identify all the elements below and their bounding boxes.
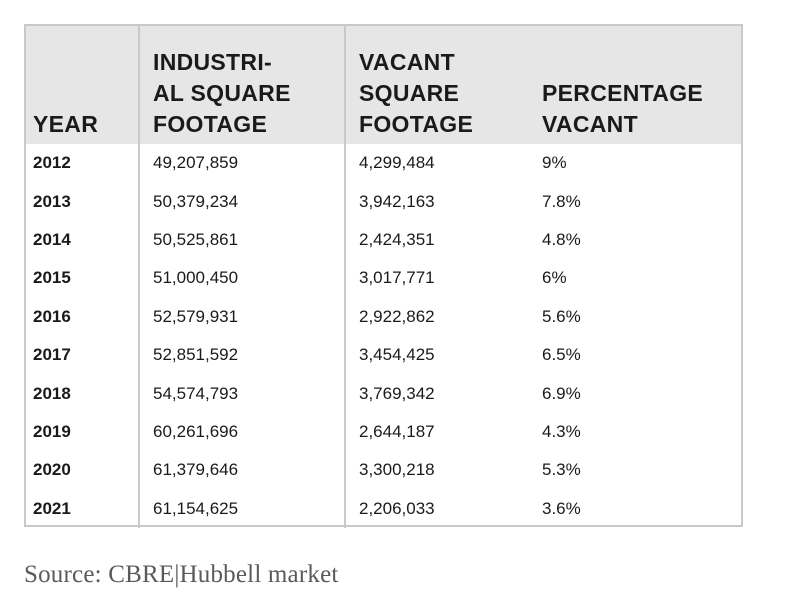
header-vacant-square-footage: VACANT SQUARE FOOTAGE [344, 26, 528, 144]
header-row: YEAR INDUSTRI- AL SQUARE FOOTAGE VACANT … [26, 26, 741, 144]
table-row: 2018 54,574,793 3,769,342 6.9% [26, 374, 741, 413]
data-table-container: YEAR INDUSTRI- AL SQUARE FOOTAGE VACANT … [24, 24, 743, 528]
cell-industrial: 51,000,450 [138, 259, 345, 298]
cell-vacant: 2,424,351 [344, 220, 528, 260]
cell-year: 2013 [33, 191, 71, 211]
cell-year: 2015 [33, 268, 71, 288]
table-header: YEAR INDUSTRI- AL SQUARE FOOTAGE VACANT … [26, 26, 741, 144]
cell-percentage: 5.3% [542, 460, 581, 480]
cell-vacant: 2,922,862 [344, 297, 528, 336]
cell-year: 2014 [33, 229, 71, 249]
cell-industrial: 61,154,625 [138, 489, 345, 528]
cell-vacant: 3,300,218 [344, 451, 528, 490]
table-row: 2012 49,207,859 4,299,484 9% [26, 144, 741, 183]
industrial-vacancy-table: YEAR INDUSTRI- AL SQUARE FOOTAGE VACANT … [26, 26, 741, 528]
cell-vacant: 2,644,187 [344, 412, 528, 452]
cell-year: 2016 [33, 306, 71, 326]
cell-percentage: 4.8% [542, 229, 581, 249]
cell-industrial: 52,851,592 [138, 335, 345, 375]
cell-industrial: 60,261,696 [138, 412, 345, 452]
cell-vacant: 2,206,033 [344, 489, 528, 528]
cell-industrial: 50,379,234 [138, 182, 345, 221]
header-industrial-square-footage: INDUSTRI- AL SQUARE FOOTAGE [138, 26, 345, 144]
source-caption: Source: CBRE|Hubbell market [24, 561, 339, 588]
cell-percentage: 7.8% [542, 191, 581, 211]
table-row: 2021 61,154,625 2,206,033 3.6% [26, 489, 741, 528]
cell-percentage: 3.6% [542, 498, 581, 518]
cell-year: 2018 [33, 383, 71, 403]
cell-vacant: 4,299,484 [344, 144, 528, 183]
table-body: 2012 49,207,859 4,299,484 9% 2013 50,379… [26, 144, 741, 528]
table-row: 2019 60,261,696 2,644,187 4.3% [26, 412, 741, 452]
cell-industrial: 52,579,931 [138, 297, 345, 336]
cell-industrial: 49,207,859 [138, 144, 345, 183]
table-row: 2017 52,851,592 3,454,425 6.5% [26, 335, 741, 375]
cell-year: 2019 [33, 421, 71, 441]
cell-vacant: 3,017,771 [344, 259, 528, 298]
cell-percentage: 6% [542, 268, 567, 288]
cell-percentage: 5.6% [542, 306, 581, 326]
table-row: 2015 51,000,450 3,017,771 6% [26, 259, 741, 298]
cell-percentage: 9% [542, 153, 567, 173]
header-year: YEAR [26, 26, 139, 144]
cell-vacant: 3,942,163 [344, 182, 528, 221]
cell-industrial: 54,574,793 [138, 374, 345, 413]
cell-industrial: 50,525,861 [138, 220, 345, 260]
cell-percentage: 4.3% [542, 421, 581, 441]
cell-year: 2021 [33, 498, 71, 518]
table-row: 2014 50,525,861 2,424,351 4.8% [26, 220, 741, 260]
cell-vacant: 3,769,342 [344, 374, 528, 413]
cell-vacant: 3,454,425 [344, 335, 528, 375]
table-row: 2020 61,379,646 3,300,218 5.3% [26, 451, 741, 490]
header-percentage-vacant: PERCENTAGE VACANT [528, 26, 741, 144]
cell-year: 2012 [33, 153, 71, 173]
cell-year: 2017 [33, 345, 71, 365]
cell-percentage: 6.5% [542, 345, 581, 365]
cell-year: 2020 [33, 460, 71, 480]
table-row: 2013 50,379,234 3,942,163 7.8% [26, 182, 741, 221]
table-row: 2016 52,579,931 2,922,862 5.6% [26, 297, 741, 336]
cell-percentage: 6.9% [542, 383, 581, 403]
cell-industrial: 61,379,646 [138, 451, 345, 490]
